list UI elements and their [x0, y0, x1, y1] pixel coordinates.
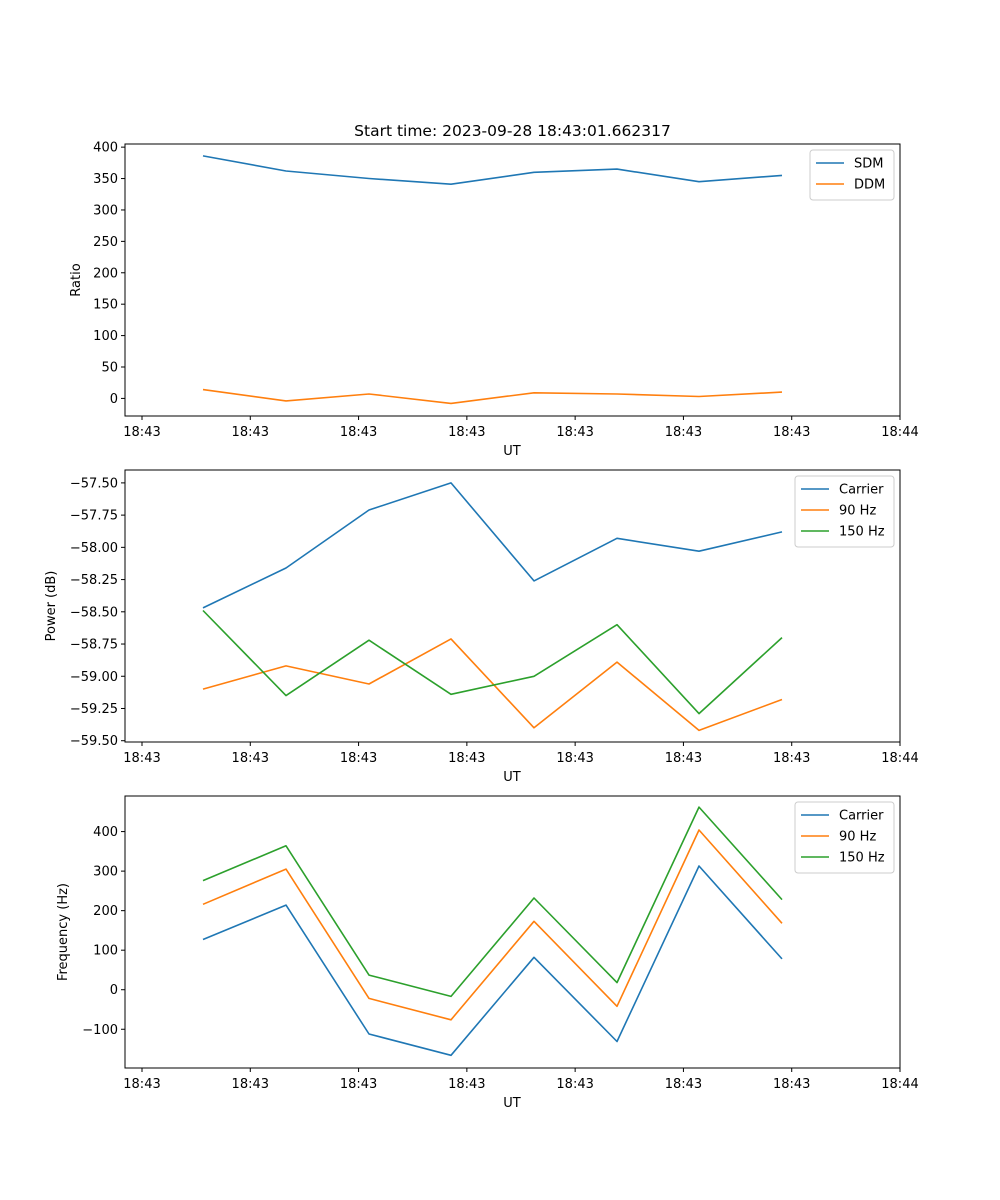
x-tick-label: 18:44	[881, 425, 918, 440]
y-tick-label: 400	[93, 141, 118, 156]
y-tick-label: −58.25	[70, 573, 118, 588]
x-tick-label: 18:43	[448, 1077, 485, 1092]
y-tick-label: 0	[110, 392, 118, 407]
series-line-ddm	[202, 388, 783, 405]
series-line-150-hz	[202, 609, 783, 715]
x-axis-label: UT	[503, 1096, 521, 1111]
y-tick-label: 200	[93, 904, 118, 919]
chart-panel-2: 18:43 18:43 18:43 18:43 18:43 18:43 18:43 18:44…	[44, 469, 919, 785]
series-line-carrier	[202, 482, 783, 609]
y-tick-label: −58.50	[70, 605, 118, 620]
axes-frame	[124, 143, 901, 417]
y-tick-label: −59.00	[70, 670, 118, 685]
chart-panel-3: 18:43 18:43 18:43 18:43 18:43 18:43 18:43 18:44…	[56, 795, 919, 1111]
y-tick-label: 150	[93, 298, 118, 313]
x-tick-label: 18:43	[665, 751, 702, 766]
x-tick-label: 18:43	[665, 425, 702, 440]
legend-label: 90 Hz	[839, 504, 876, 519]
y-tick-label: −59.25	[70, 702, 118, 717]
y-tick-label: 200	[93, 266, 118, 281]
legend-label: 150 Hz	[839, 851, 885, 866]
x-tick-label: 18:43	[665, 1077, 702, 1092]
legend-label: 90 Hz	[839, 830, 876, 845]
x-tick-label: 18:43	[556, 751, 593, 766]
x-tick-label: 18:43	[232, 1077, 269, 1092]
series-line-150-hz	[202, 806, 783, 998]
series-line-90-hz	[202, 638, 783, 732]
y-tick-label: 100	[93, 329, 118, 344]
y-tick-label: 300	[93, 203, 118, 218]
x-tick-label: 18:43	[123, 751, 160, 766]
y-tick-label: −57.75	[70, 509, 118, 524]
y-tick-label: 100	[93, 944, 118, 959]
legend-label: Carrier	[839, 483, 884, 498]
x-tick-label: 18:43	[556, 425, 593, 440]
y-axis-label: Frequency (Hz)	[56, 883, 71, 981]
y-tick-label: 300	[93, 865, 118, 880]
chart-panel-1: 18:43 18:43 18:43 18:43 18:43 18:43 18:43 18:44…	[69, 141, 919, 459]
y-axis-label: Ratio	[69, 263, 84, 296]
x-tick-label: 18:44	[881, 751, 918, 766]
y-tick-label: 50	[101, 361, 118, 376]
x-tick-label: 18:43	[448, 751, 485, 766]
x-tick-label: 18:43	[232, 425, 269, 440]
legend-box	[794, 475, 895, 548]
y-tick-label: −58.00	[70, 541, 118, 556]
y-tick-label: −59.50	[70, 734, 118, 749]
axes-frame	[124, 795, 901, 1069]
y-tick-label: 0	[110, 983, 118, 998]
x-tick-label: 18:43	[340, 1077, 377, 1092]
y-tick-label: 250	[93, 235, 118, 250]
axes-frame	[124, 469, 901, 743]
y-tick-label: 400	[93, 825, 118, 840]
x-tick-label: 18:43	[232, 751, 269, 766]
x-axis-label: UT	[503, 770, 521, 785]
x-tick-label: 18:43	[123, 425, 160, 440]
x-tick-label: 18:43	[773, 751, 810, 766]
legend-box	[794, 801, 895, 874]
y-tick-label: −100	[82, 1023, 118, 1038]
figure-title: Start time: 2023-09-28 18:43:01.662317	[354, 122, 671, 140]
x-tick-label: 18:43	[340, 751, 377, 766]
y-tick-label: −57.50	[70, 476, 118, 491]
legend-label: SDM	[854, 157, 883, 172]
y-tick-label: 350	[93, 172, 118, 187]
x-axis-label: UT	[503, 444, 521, 459]
series-line-carrier	[202, 865, 783, 1057]
series-line-90-hz	[202, 829, 783, 1021]
legend: Carrier 90 Hz 150 Hz	[794, 801, 895, 874]
panels: 18:43 18:43 18:43 18:43 18:43 18:43 18:43 18:44…	[44, 141, 919, 1111]
x-tick-label: 18:43	[556, 1077, 593, 1092]
x-tick-label: 18:43	[773, 425, 810, 440]
series-line-sdm	[202, 155, 783, 185]
legend-label: 150 Hz	[839, 525, 885, 540]
y-tick-label: −58.75	[70, 638, 118, 653]
legend: SDM DDM	[809, 149, 895, 201]
x-tick-label: 18:43	[340, 425, 377, 440]
x-tick-label: 18:43	[123, 1077, 160, 1092]
x-tick-label: 18:43	[773, 1077, 810, 1092]
legend-label: Carrier	[839, 809, 884, 824]
x-tick-label: 18:43	[448, 425, 485, 440]
x-tick-label: 18:44	[881, 1077, 918, 1092]
legend: Carrier 90 Hz 150 Hz	[794, 475, 895, 548]
y-axis-label: Power (dB)	[44, 571, 59, 642]
legend-label: DDM	[854, 178, 885, 193]
